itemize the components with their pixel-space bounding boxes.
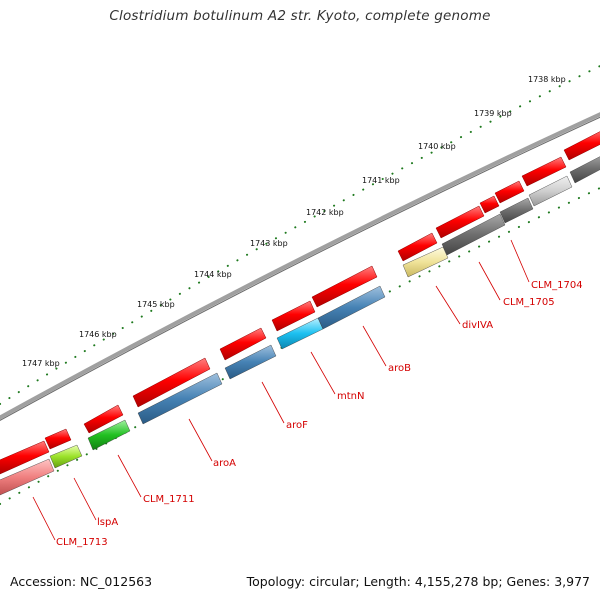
gene-block-aroa[interactable] xyxy=(137,372,223,425)
gene-label-aroa: aroA xyxy=(213,458,236,469)
gene-arrow[interactable] xyxy=(219,327,267,361)
kbp-tick-label: 1743 kbp xyxy=(250,239,288,248)
forward-strand-genes xyxy=(0,129,600,475)
gene-label-mtnn: mtnN xyxy=(337,391,364,402)
gene-arrow[interactable] xyxy=(0,440,50,475)
gene-arrow[interactable] xyxy=(479,195,500,214)
gene-label-clm-1704: CLM_1704 xyxy=(531,280,583,291)
gene-block-lspa[interactable] xyxy=(49,444,83,469)
gene-label-clm-1705: CLM_1705 xyxy=(503,297,555,308)
gene-arrow[interactable] xyxy=(563,129,600,161)
gene-block[interactable] xyxy=(528,175,573,207)
gene-block-arof[interactable] xyxy=(224,344,277,380)
gene-block-clm-1711[interactable] xyxy=(87,419,131,451)
gene-arrow[interactable] xyxy=(494,180,525,204)
gene-label-arof: aroF xyxy=(286,420,308,431)
accession-text: Accession: NC_012563 xyxy=(10,574,153,589)
gene-arrow[interactable] xyxy=(271,300,316,332)
gene-block-arob[interactable] xyxy=(317,285,386,330)
genome-backbone-shadow xyxy=(0,116,600,422)
reverse-strand-genes xyxy=(0,154,600,496)
kbp-tick-label: 1741 kbp xyxy=(362,176,400,185)
gene-block-clm-1705[interactable] xyxy=(441,213,506,256)
gene-label-lspa: lspA xyxy=(97,517,118,528)
gene-arrow[interactable] xyxy=(397,232,438,262)
gene-arrow[interactable] xyxy=(521,156,567,187)
gene-label-arob: aroB xyxy=(388,363,411,374)
map-title: Clostridium botulinum A2 str. Kyoto, com… xyxy=(109,8,491,24)
kbp-tick-label: 1740 kbp xyxy=(418,142,456,151)
gene-label-clm-1713: CLM_1713 xyxy=(56,537,108,548)
gene-arrow[interactable] xyxy=(311,265,378,308)
gene-arrow[interactable] xyxy=(83,404,124,434)
gene-block-clm-1713[interactable] xyxy=(0,458,55,496)
kbp-tick-label: 1742 kbp xyxy=(306,208,344,217)
kbp-tick-label: 1747 kbp xyxy=(22,359,60,368)
kbp-tick-label: 1745 kbp xyxy=(137,300,175,309)
kbp-tick-label: 1739 kbp xyxy=(474,109,512,118)
outer-tick-ring xyxy=(0,65,600,405)
genome-summary-text: Topology: circular; Length: 4,155,278 bp… xyxy=(246,574,590,589)
gene-block[interactable] xyxy=(569,154,600,184)
kbp-tick-label: 1744 kbp xyxy=(194,270,232,279)
gene-block-divivA[interactable] xyxy=(402,246,449,278)
gene-arrow[interactable] xyxy=(435,205,485,239)
gene-label-diviva: divIVA xyxy=(462,320,493,331)
gene-label-clm-1711: CLM_1711 xyxy=(143,494,195,505)
kbp-tick-label: 1746 kbp xyxy=(79,330,117,339)
leader-lines xyxy=(32,239,530,541)
gene-block-clm-1704[interactable] xyxy=(499,197,534,224)
genome-backbone xyxy=(0,112,600,420)
gene-arrow[interactable] xyxy=(132,357,211,408)
kbp-tick-label: 1738 kbp xyxy=(528,75,566,84)
gene-arrow[interactable] xyxy=(44,428,72,450)
inner-tick-ring xyxy=(0,187,600,505)
